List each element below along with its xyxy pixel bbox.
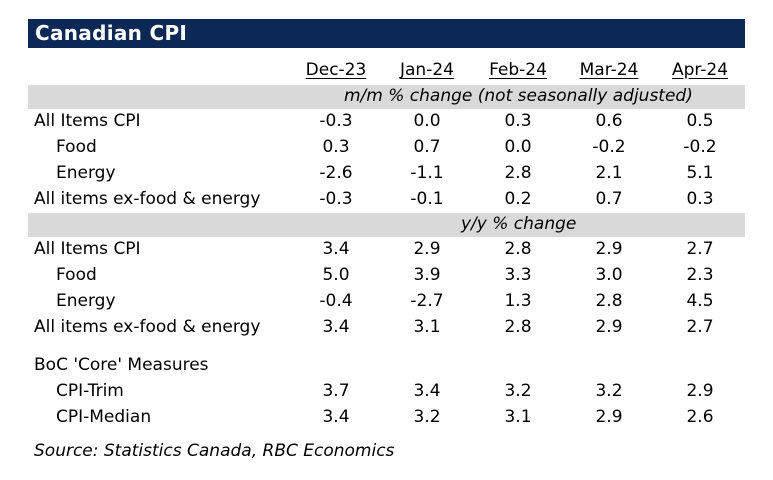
table-cell: -1.1 xyxy=(410,163,444,183)
table-row: Food 0.3 0.7 0.0 -0.2 -0.2 xyxy=(0,137,773,163)
table-cell: 3.9 xyxy=(413,265,441,285)
table-cell: 0.7 xyxy=(595,189,623,209)
table-row: Energy -2.6 -1.1 2.8 2.1 5.1 xyxy=(0,163,773,189)
column-header-apr-24: Apr-24 xyxy=(671,60,729,80)
table-cell: 0.3 xyxy=(686,189,714,209)
table-cell: -2.6 xyxy=(319,163,353,183)
table-row: All Items CPI -0.3 0.0 0.3 0.6 0.5 xyxy=(0,111,773,137)
section-band-label: y/y % change xyxy=(461,214,577,234)
column-header-dec-23: Dec-23 xyxy=(305,60,367,80)
section-band: y/y % change xyxy=(28,213,745,237)
row-label: Energy xyxy=(56,291,116,311)
table-cell: 3.4 xyxy=(322,239,350,259)
table-cell: 3.1 xyxy=(504,407,532,427)
column-header-mar-24: Mar-24 xyxy=(579,60,639,80)
table-cell: 2.7 xyxy=(686,239,714,259)
section-band-label: m/m % change (not seasonally adjusted) xyxy=(344,86,693,106)
table-cell: 2.9 xyxy=(413,239,441,259)
table-cell: 2.8 xyxy=(504,239,532,259)
table-cell: 3.2 xyxy=(595,381,623,401)
row-label: All items ex-food & energy xyxy=(34,189,261,209)
table-title-bar: Canadian CPI xyxy=(28,19,745,48)
row-label: All Items CPI xyxy=(34,111,141,131)
table-cell: 0.7 xyxy=(413,137,441,157)
section-band: m/m % change (not seasonally adjusted) xyxy=(28,85,745,109)
table-cell: 2.8 xyxy=(504,317,532,337)
table-title: Canadian CPI xyxy=(35,21,188,45)
table-cell: 3.4 xyxy=(322,317,350,337)
table-cell: 2.9 xyxy=(595,239,623,259)
table-cell: 2.8 xyxy=(595,291,623,311)
table-cell: 3.3 xyxy=(504,265,532,285)
core-measures-label: BoC 'Core' Measures xyxy=(34,355,209,375)
table-cell: -0.3 xyxy=(319,111,353,131)
row-label: CPI-Trim xyxy=(56,381,124,401)
table-cell: 2.9 xyxy=(686,381,714,401)
column-header-jan-24: Jan-24 xyxy=(400,60,454,80)
table-cell: 0.5 xyxy=(686,111,714,131)
table-cell: 0.3 xyxy=(322,137,350,157)
table-cell: -0.3 xyxy=(319,189,353,209)
table-cell: 2.6 xyxy=(686,407,714,427)
table-cell: 1.3 xyxy=(504,291,532,311)
row-label: Food xyxy=(56,265,97,285)
table-row: All items ex-food & energy 3.4 3.1 2.8 2.9 2.… xyxy=(0,317,773,343)
table-cell: 0.0 xyxy=(413,111,441,131)
table-cell: 3.7 xyxy=(322,381,350,401)
table-cell: 2.9 xyxy=(595,407,623,427)
table-cell: 2.1 xyxy=(595,163,623,183)
table-row: CPI-Trim 3.7 3.4 3.2 3.2 2.9 xyxy=(0,381,773,407)
table-cell: -2.7 xyxy=(410,291,444,311)
table-cell: 0.3 xyxy=(504,111,532,131)
table-cell: 4.5 xyxy=(686,291,714,311)
table-row: All items ex-food & energy -0.3 -0.1 0.2 0.7… xyxy=(0,189,773,215)
table-row: Energy -0.4 -2.7 1.3 2.8 4.5 xyxy=(0,291,773,317)
row-label: All items ex-food & energy xyxy=(34,317,261,337)
table-row: Food 5.0 3.9 3.3 3.0 2.3 xyxy=(0,265,773,291)
table-cell: -0.2 xyxy=(592,137,626,157)
table-cell: 0.2 xyxy=(504,189,532,209)
table-cell: 5.1 xyxy=(686,163,714,183)
table-row: CPI-Median 3.4 3.2 3.1 2.9 2.6 xyxy=(0,407,773,433)
table-row: All Items CPI 3.4 2.9 2.8 2.9 2.7 xyxy=(0,239,773,265)
table-cell: 2.9 xyxy=(595,317,623,337)
column-header-feb-24: Feb-24 xyxy=(489,60,547,80)
table-cell: 0.6 xyxy=(595,111,623,131)
row-label: CPI-Median xyxy=(56,407,152,427)
table-cell: 3.1 xyxy=(413,317,441,337)
table-cell: 2.3 xyxy=(686,265,714,285)
table-cell: 3.2 xyxy=(413,407,441,427)
table-cell: 5.0 xyxy=(322,265,350,285)
table-cell: 3.0 xyxy=(595,265,623,285)
row-label: All Items CPI xyxy=(34,239,141,259)
row-label: Energy xyxy=(56,163,116,183)
table-cell: 3.2 xyxy=(504,381,532,401)
table-cell: -0.1 xyxy=(410,189,444,209)
table-cell: -0.4 xyxy=(319,291,353,311)
table-cell: 0.0 xyxy=(504,137,532,157)
source-note: Source: Statistics Canada, RBC Economics xyxy=(34,441,395,461)
table-cell: 3.4 xyxy=(322,407,350,427)
table-cell: -0.2 xyxy=(683,137,717,157)
table-cell: 3.4 xyxy=(413,381,441,401)
table-cell: 2.7 xyxy=(686,317,714,337)
row-label: Food xyxy=(56,137,97,157)
table-cell: 2.8 xyxy=(504,163,532,183)
